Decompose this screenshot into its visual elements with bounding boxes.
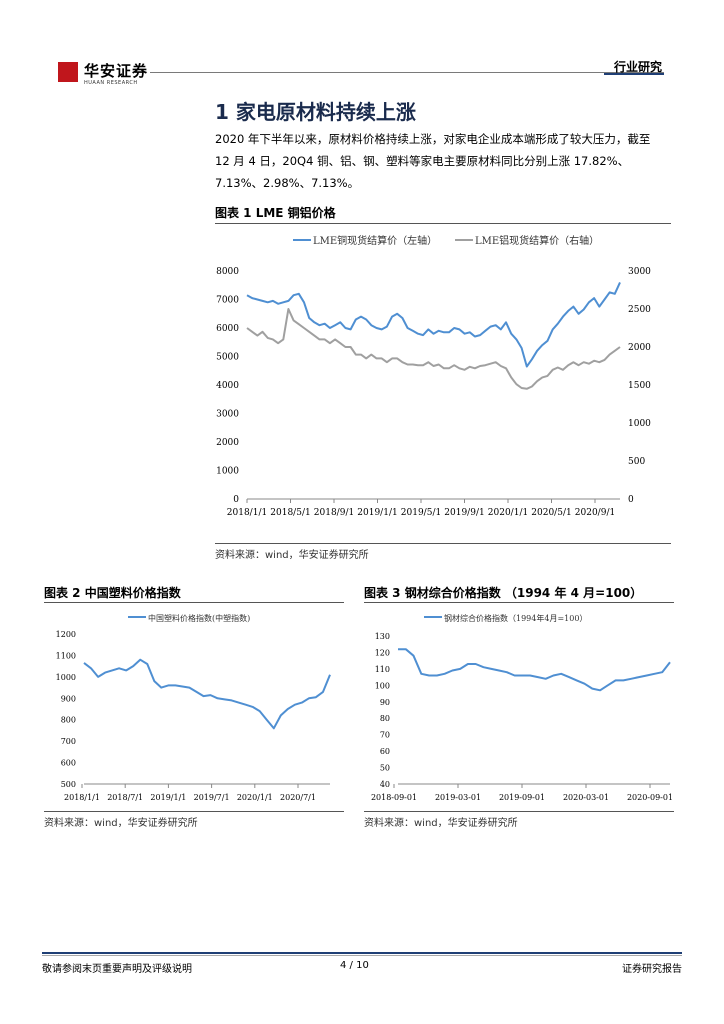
chart-3-plot: 40 50 60 70 80 90 100 110 120 130 2018-09-01 2019-0… [371,613,673,802]
y-tick-label: 5000 [216,353,239,363]
series-line-0 [398,648,671,692]
y-tick-label: 500 [61,780,76,789]
brand-logo-icon [58,62,78,82]
chart-1-plot: 0 1000 2000 3000 4000 5000 6000 7000 8000 0 500 100… [216,234,651,518]
header-accent-rule [604,73,664,75]
figure-1-source: 资料来源：wind，华安证券研究所 [215,550,369,561]
series-line-0 [246,281,621,368]
brand-subtitle: HUAAN RESEARCH [84,80,138,86]
figure-3-bottom-rule [364,811,674,812]
x-tick-label: 2018/7/1 [107,793,143,802]
x-tick-label: 2020-03-01 [563,793,609,802]
y-tick-label: 130 [375,632,390,641]
page-number: 4 / 10 [340,960,369,971]
chart-plastic-price-index: 500 600 700 800 900 1000 1100 1200 2018/1/1 2018/… [56,613,331,802]
y-tick-label: 100 [375,681,390,690]
x-tick-label: 2019/1/1 [150,793,186,802]
figure-3-title: 图表 3 钢材综合价格指数 （1994 年 4 月=100） [364,586,643,600]
x-tick-label: 2018-09-01 [371,793,417,802]
legend-label-1: LME铝现货结算价（右轴） [475,234,599,247]
y-tick-label: 7000 [216,296,239,306]
y-tick-label: 120 [375,648,390,657]
x-tick-label: 2019/7/1 [194,793,230,802]
footer-disclaimer: 敬请参阅末页重要声明及评级说明 [42,964,192,975]
y-tick-label: 700 [61,737,76,746]
footer-rule-thin [42,955,682,956]
y-tick-label: 90 [380,698,390,707]
x-tick-label: 2019-03-01 [435,793,481,802]
figure-3-source: 资料来源：wind，华安证券研究所 [364,818,518,829]
y-right-tick-label: 1500 [628,381,651,391]
y-tick-label: 900 [61,694,76,703]
x-tick-label: 2018/1/1 [227,508,267,518]
y-tick-label: 1100 [56,651,76,660]
y-tick-label: 1200 [56,630,76,639]
chart-2-plot: 500 600 700 800 900 1000 1100 1200 2018/1/1 2018/… [56,613,331,802]
y-tick-label: 800 [61,716,76,725]
y-right-tick-label: 3000 [628,267,651,277]
chart-lme-copper-aluminum: 0 1000 2000 3000 4000 5000 6000 7000 8000 0 500 100… [216,234,651,518]
figure-3-top-rule [364,602,674,603]
y-tick-label: 1000 [56,673,76,682]
section-title: 1 家电原材料持续上涨 [215,100,416,124]
x-tick-label: 2018/5/1 [270,508,310,518]
x-tick-label: 2019/5/1 [401,508,441,518]
y-tick-label: 4000 [216,381,239,391]
x-tick-label: 2018/9/1 [314,508,354,518]
figure-2-bottom-rule [44,811,344,812]
y-right-tick-label: 2000 [628,343,651,353]
y-right-tick-label: 500 [628,457,645,467]
y-tick-label: 600 [61,759,76,768]
y-tick-label: 1000 [216,467,239,477]
figure-2-title: 图表 2 中国塑料价格指数 [44,586,181,600]
x-tick-label: 2020/9/1 [575,508,615,518]
series-line-1 [246,308,621,390]
x-tick-label: 2019/9/1 [444,508,484,518]
y-tick-label: 6000 [216,324,239,334]
y-tick-label: 80 [380,714,390,723]
y-tick-label: 70 [380,731,390,740]
x-tick-label: 2020/5/1 [531,508,571,518]
figure-1-bottom-rule [215,543,671,544]
y-right-tick-label: 1000 [628,419,651,429]
chart-steel-price-index: 40 50 60 70 80 90 100 110 120 130 2018-09-01 2019-0… [371,613,673,802]
footer-rule [42,952,682,954]
x-tick-label: 2020/1/1 [237,793,273,802]
x-tick-label: 2019/1/1 [357,508,397,518]
y-tick-label: 3000 [216,410,239,420]
x-tick-label: 2020-09-01 [627,793,673,802]
y-tick-label: 110 [375,665,390,674]
x-tick-label: 2020/1/1 [488,508,528,518]
figure-2-source: 资料来源：wind，华安证券研究所 [44,818,198,829]
y-right-tick-label: 0 [628,495,634,505]
y-tick-label: 2000 [216,438,239,448]
y-tick-label: 0 [233,495,239,505]
x-tick-label: 2020/7/1 [280,793,316,802]
y-right-tick-label: 2500 [628,305,651,315]
header-rule [150,72,664,73]
brand-name: 华安证券 [84,62,149,80]
figure-2-top-rule [44,602,344,603]
y-tick-label: 40 [380,780,390,789]
x-tick-label: 2018/1/1 [64,793,100,802]
section-paragraph: 2020 年下半年以来，原材料价格持续上涨，对家电企业成本端形成了较大压力，截至… [215,132,651,190]
report-category: 行业研究 [613,60,662,74]
series-line-0 [83,658,331,730]
figure-1-top-rule [215,223,671,224]
y-tick-label: 50 [380,764,390,773]
x-tick-label: 2019-09-01 [499,793,545,802]
footer-report-type: 证券研究报告 [622,964,682,975]
legend-label-0: LME铜现货结算价（左轴） [313,234,437,247]
figure-1-title: 图表 1 LME 铜铝价格 [215,206,336,220]
legend-label-0: 钢材综合价格指数（1994年4月=100） [444,613,587,623]
y-tick-label: 60 [380,747,390,756]
legend-label-0: 中国塑料价格指数(中塑指数) [148,613,250,623]
y-tick-label: 8000 [216,267,239,277]
